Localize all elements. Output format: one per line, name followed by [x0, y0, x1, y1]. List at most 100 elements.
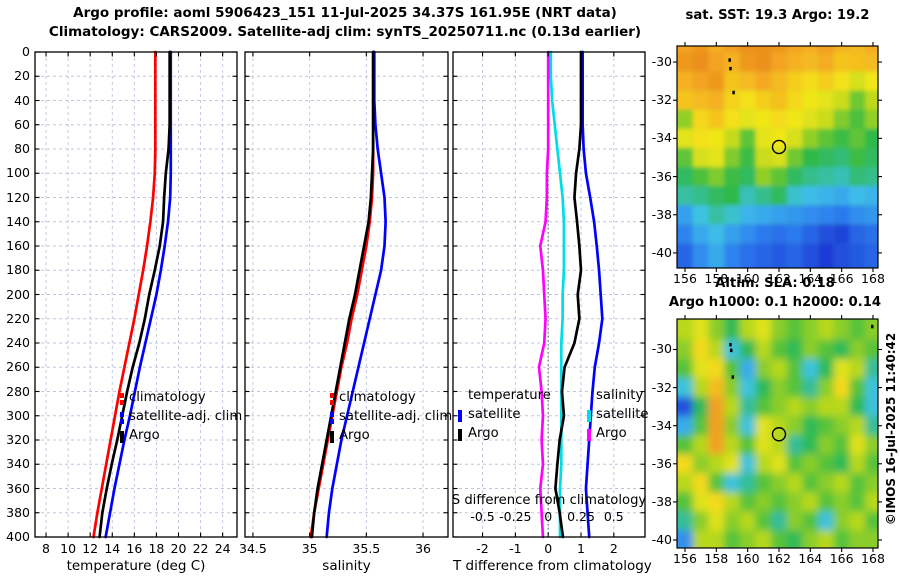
temperature-profile-legend-1-marker [120, 412, 124, 424]
depth-tick-400: 400 [6, 529, 30, 544]
salinity-profile-xtick-36: 36 [415, 541, 431, 556]
tdiff-xtick-0: 0 [544, 541, 553, 556]
depth-tick-160: 160 [6, 238, 30, 253]
main-title-line1: Argo profile: aoml 5906423_151 11-Jul-20… [73, 5, 617, 21]
depth-tick-340: 340 [6, 456, 30, 472]
salinity-profile-legend-1-marker [330, 412, 334, 424]
sal-diff-legend-label-0: satellite [596, 407, 649, 422]
salinity-profile-xtick-35: 35 [301, 541, 318, 556]
temp-diff-legend-label-0: satellite [468, 407, 521, 422]
temperature-profile-xtick-22: 22 [192, 541, 209, 556]
sla-map [673, 315, 882, 552]
temperature-profile-xtick-12: 12 [82, 541, 99, 556]
depth-tick-140: 140 [6, 213, 30, 229]
sla-map-lat--32: -32 [651, 379, 672, 395]
sla-map-lat--30: -30 [651, 341, 672, 357]
sst-map-lat--32: -32 [651, 92, 672, 108]
salinity-profile-xtick-35.5: 35.5 [352, 541, 381, 556]
sla-map-lon-168: 168 [861, 551, 885, 566]
sal-diff-legend-0-marker [587, 410, 591, 422]
sst-map-lat--36: -36 [651, 168, 672, 184]
sdiff-xtick--0.5: -0.5 [470, 509, 495, 524]
sal-diff-legend-label-1: Argo [596, 426, 627, 441]
sst-map [673, 42, 882, 272]
salinity-profile-legend-label-2: Argo [339, 428, 370, 443]
sst-map-lon-166: 166 [829, 271, 854, 286]
sdiff-xtick-0.5: 0.5 [603, 509, 624, 524]
sla-map-lon-156: 156 [673, 551, 697, 566]
depth-tick-360: 360 [6, 480, 30, 496]
temperature-profile-xtick-14: 14 [104, 541, 121, 556]
sst-map-title: sat. SST: 19.3 Argo: 19.2 [685, 8, 870, 23]
tdiff-xtick-1: 1 [577, 541, 585, 556]
temperature-profile-xtick-8: 8 [42, 541, 50, 556]
sla-map-lon-164: 164 [798, 551, 823, 566]
tdiff-xtick--2: -2 [476, 541, 489, 556]
sla-map-lon-162: 162 [767, 551, 791, 566]
sst-map-lon-158: 158 [704, 271, 729, 286]
depth-tick-200: 200 [6, 286, 30, 302]
temperature-profile-legend-2-marker [120, 431, 124, 443]
sst-map-lat--38: -38 [651, 206, 672, 222]
temperature-profile-legend-label-1: satellite-adj. clim [129, 409, 243, 424]
sal-diff-legend-title: salinity [596, 388, 644, 403]
sst-map-lat--30: -30 [651, 54, 672, 70]
sla-map-lon-160: 160 [735, 551, 760, 566]
salinity-profile-legend-label-1: satellite-adj. clim [339, 409, 453, 424]
main-title-line2: Climatology: CARS2009. Satellite-adj cli… [48, 24, 642, 40]
imos-copyright: ©IMOS 16-Jul-2025 11:40:42 [884, 332, 898, 526]
sst-map-lon-162: 162 [767, 271, 791, 286]
sdiff-xtick-0.25: 0.25 [567, 509, 595, 524]
t-difference-xlabel: T difference from climatology [453, 558, 652, 574]
temperature-profile-xtick-16: 16 [126, 541, 143, 556]
depth-tick-0: 0 [22, 44, 30, 59]
sla-map-title-line1: Altim. SLA: 0.18 [715, 276, 835, 291]
sst-map-lon-164: 164 [798, 271, 823, 286]
depth-tick-280: 280 [6, 383, 30, 399]
sdiff-xtick--0.25: -0.25 [499, 509, 532, 524]
sst-map-lat--34: -34 [651, 130, 672, 146]
sla-map-lat--38: -38 [651, 493, 672, 509]
depth-tick-380: 380 [6, 504, 30, 520]
sst-map-lon-160: 160 [735, 271, 760, 286]
depth-tick-240: 240 [6, 335, 30, 350]
depth-tick-100: 100 [6, 165, 30, 181]
sla-map-lon-166: 166 [829, 551, 854, 566]
depth-tick-220: 220 [6, 310, 30, 326]
temperature-profile-xtick-18: 18 [148, 541, 165, 556]
sla-map-lat--34: -34 [651, 417, 672, 433]
salinity-profile-legend-label-0: climatology [339, 390, 416, 405]
temperature-profile [34, 50, 238, 539]
depth-tick-20: 20 [14, 68, 30, 84]
sla-map-lat--36: -36 [651, 455, 672, 471]
salinity-profile [244, 50, 449, 539]
depth-tick-120: 120 [6, 189, 30, 205]
depth-tick-320: 320 [6, 432, 30, 447]
temperature-profile-legend-label-2: Argo [129, 428, 160, 443]
tdiff-xtick--1: -1 [509, 541, 522, 556]
sla-map-lon-158: 158 [704, 551, 729, 566]
sst-map-lon-156: 156 [673, 271, 697, 286]
temperature-profile-xtick-10: 10 [60, 541, 77, 556]
sdiff-xtick-0: 0 [544, 509, 553, 524]
sst-map-lon-168: 168 [861, 271, 885, 286]
salinity-profile-xtick-34.5: 34.5 [239, 541, 267, 556]
salinity-profile-legend-0-marker [330, 393, 334, 405]
temp-diff-legend-title: temperature [468, 388, 551, 403]
salinity-xlabel: salinity [322, 558, 371, 574]
depth-tick-60: 60 [14, 116, 30, 132]
s-difference-label: S difference from climatology [451, 493, 647, 508]
depth-tick-180: 180 [6, 262, 30, 278]
temp-diff-legend-label-1: Argo [468, 426, 499, 441]
temp-diff-legend-0-marker [458, 410, 462, 422]
sst-map-lat--40: -40 [651, 244, 672, 260]
depth-tick-260: 260 [6, 359, 30, 375]
sal-diff-legend-1-marker [587, 429, 591, 441]
temperature-profile-legend-0-marker [120, 393, 124, 405]
sla-map-title-line2: Argo h1000: 0.1 h2000: 0.14 [668, 295, 882, 310]
temperature-profile-legend-label-0: climatology [129, 390, 206, 405]
temp-diff-legend-1-marker [458, 429, 462, 441]
temperature-xlabel: temperature (deg C) [66, 558, 206, 574]
